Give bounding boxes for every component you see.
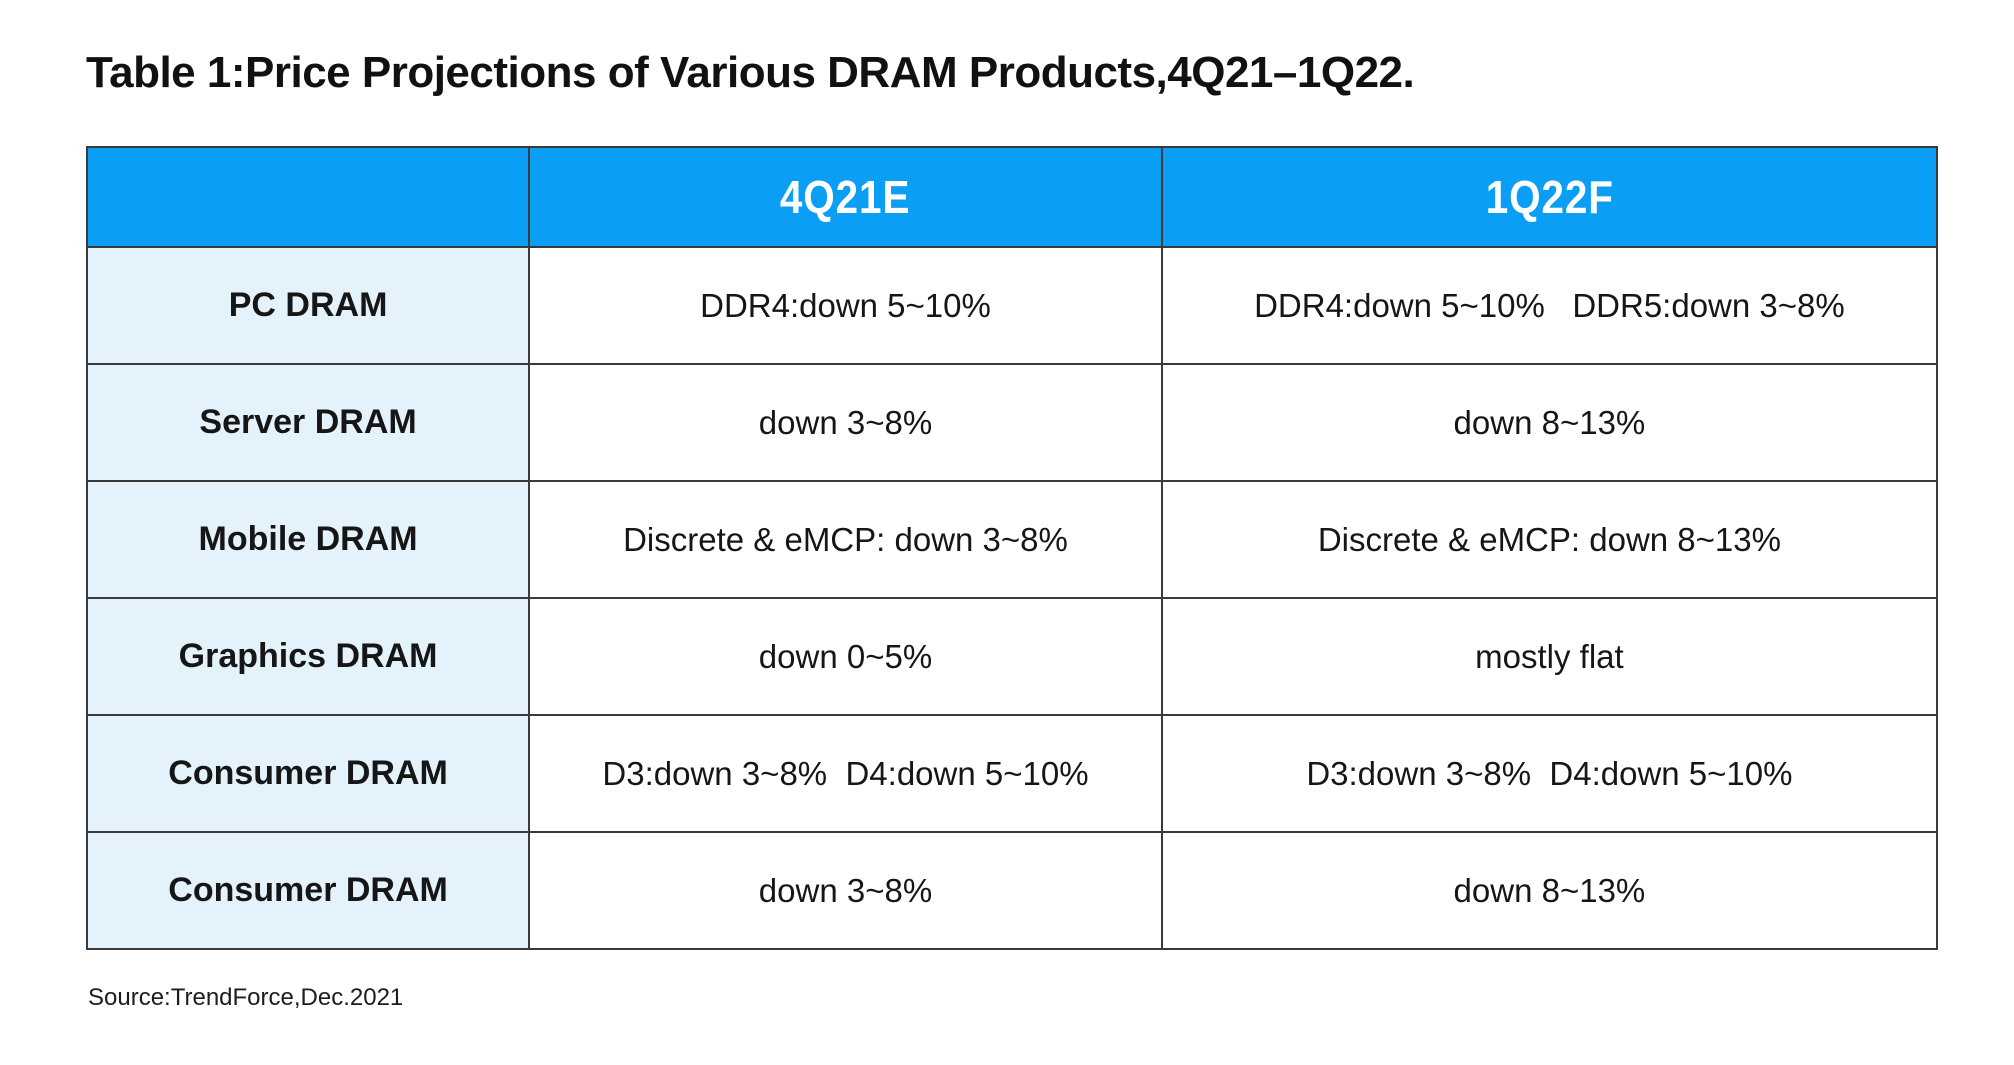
- row-label-cell: Consumer DRAM: [85, 714, 531, 833]
- data-cell: DDR4:down 5~10% DDR5:down 3~8%: [1160, 246, 1939, 365]
- table-row-consumer-dram-2: Consumer DRAM down 3~8% down 8~13%: [85, 831, 1939, 950]
- data-cell: D3:down 3~8% D4:down 5~10%: [1160, 714, 1939, 833]
- table-row-consumer-dram-1: Consumer DRAM D3:down 3~8% D4:down 5~10%…: [85, 714, 1939, 833]
- table-title: Table 1:Price Projections of Various DRA…: [86, 48, 1415, 97]
- corner-header-cell: [85, 146, 531, 248]
- dram-price-table: 4Q21E 1Q22F PC DRAM DDR4:down 5~10% DDR4…: [85, 146, 1939, 950]
- col-header-1q22f: 1Q22F: [1160, 146, 1939, 248]
- data-cell: down 3~8%: [528, 363, 1163, 482]
- data-cell: down 8~13%: [1160, 831, 1939, 950]
- col-header-1q22f-label: 1Q22F: [1485, 171, 1614, 223]
- table-header-row: 4Q21E 1Q22F: [85, 146, 1939, 248]
- row-label-cell: Server DRAM: [85, 363, 531, 482]
- data-cell: down 0~5%: [528, 597, 1163, 716]
- row-label-cell: Consumer DRAM: [85, 831, 531, 950]
- col-header-4q21e: 4Q21E: [528, 146, 1163, 248]
- row-label-cell: PC DRAM: [85, 246, 531, 365]
- data-cell: Discrete & eMCP: down 3~8%: [528, 480, 1163, 599]
- data-cell: down 3~8%: [528, 831, 1163, 950]
- source-attribution: Source:TrendForce,Dec.2021: [88, 984, 404, 1011]
- row-label-cell: Mobile DRAM: [85, 480, 531, 599]
- table-row-pc-dram: PC DRAM DDR4:down 5~10% DDR4:down 5~10% …: [85, 246, 1939, 365]
- data-cell: D3:down 3~8% D4:down 5~10%: [528, 714, 1163, 833]
- table-row-graphics-dram: Graphics DRAM down 0~5% mostly flat: [85, 597, 1939, 716]
- data-cell: mostly flat: [1160, 597, 1939, 716]
- data-cell: down 8~13%: [1160, 363, 1939, 482]
- data-cell: DDR4:down 5~10%: [528, 246, 1163, 365]
- table-row-mobile-dram: Mobile DRAM Discrete & eMCP: down 3~8% D…: [85, 480, 1939, 599]
- data-cell: Discrete & eMCP: down 8~13%: [1160, 480, 1939, 599]
- row-label-cell: Graphics DRAM: [85, 597, 531, 716]
- table-row-server-dram: Server DRAM down 3~8% down 8~13%: [85, 363, 1939, 482]
- col-header-4q21e-label: 4Q21E: [780, 171, 911, 223]
